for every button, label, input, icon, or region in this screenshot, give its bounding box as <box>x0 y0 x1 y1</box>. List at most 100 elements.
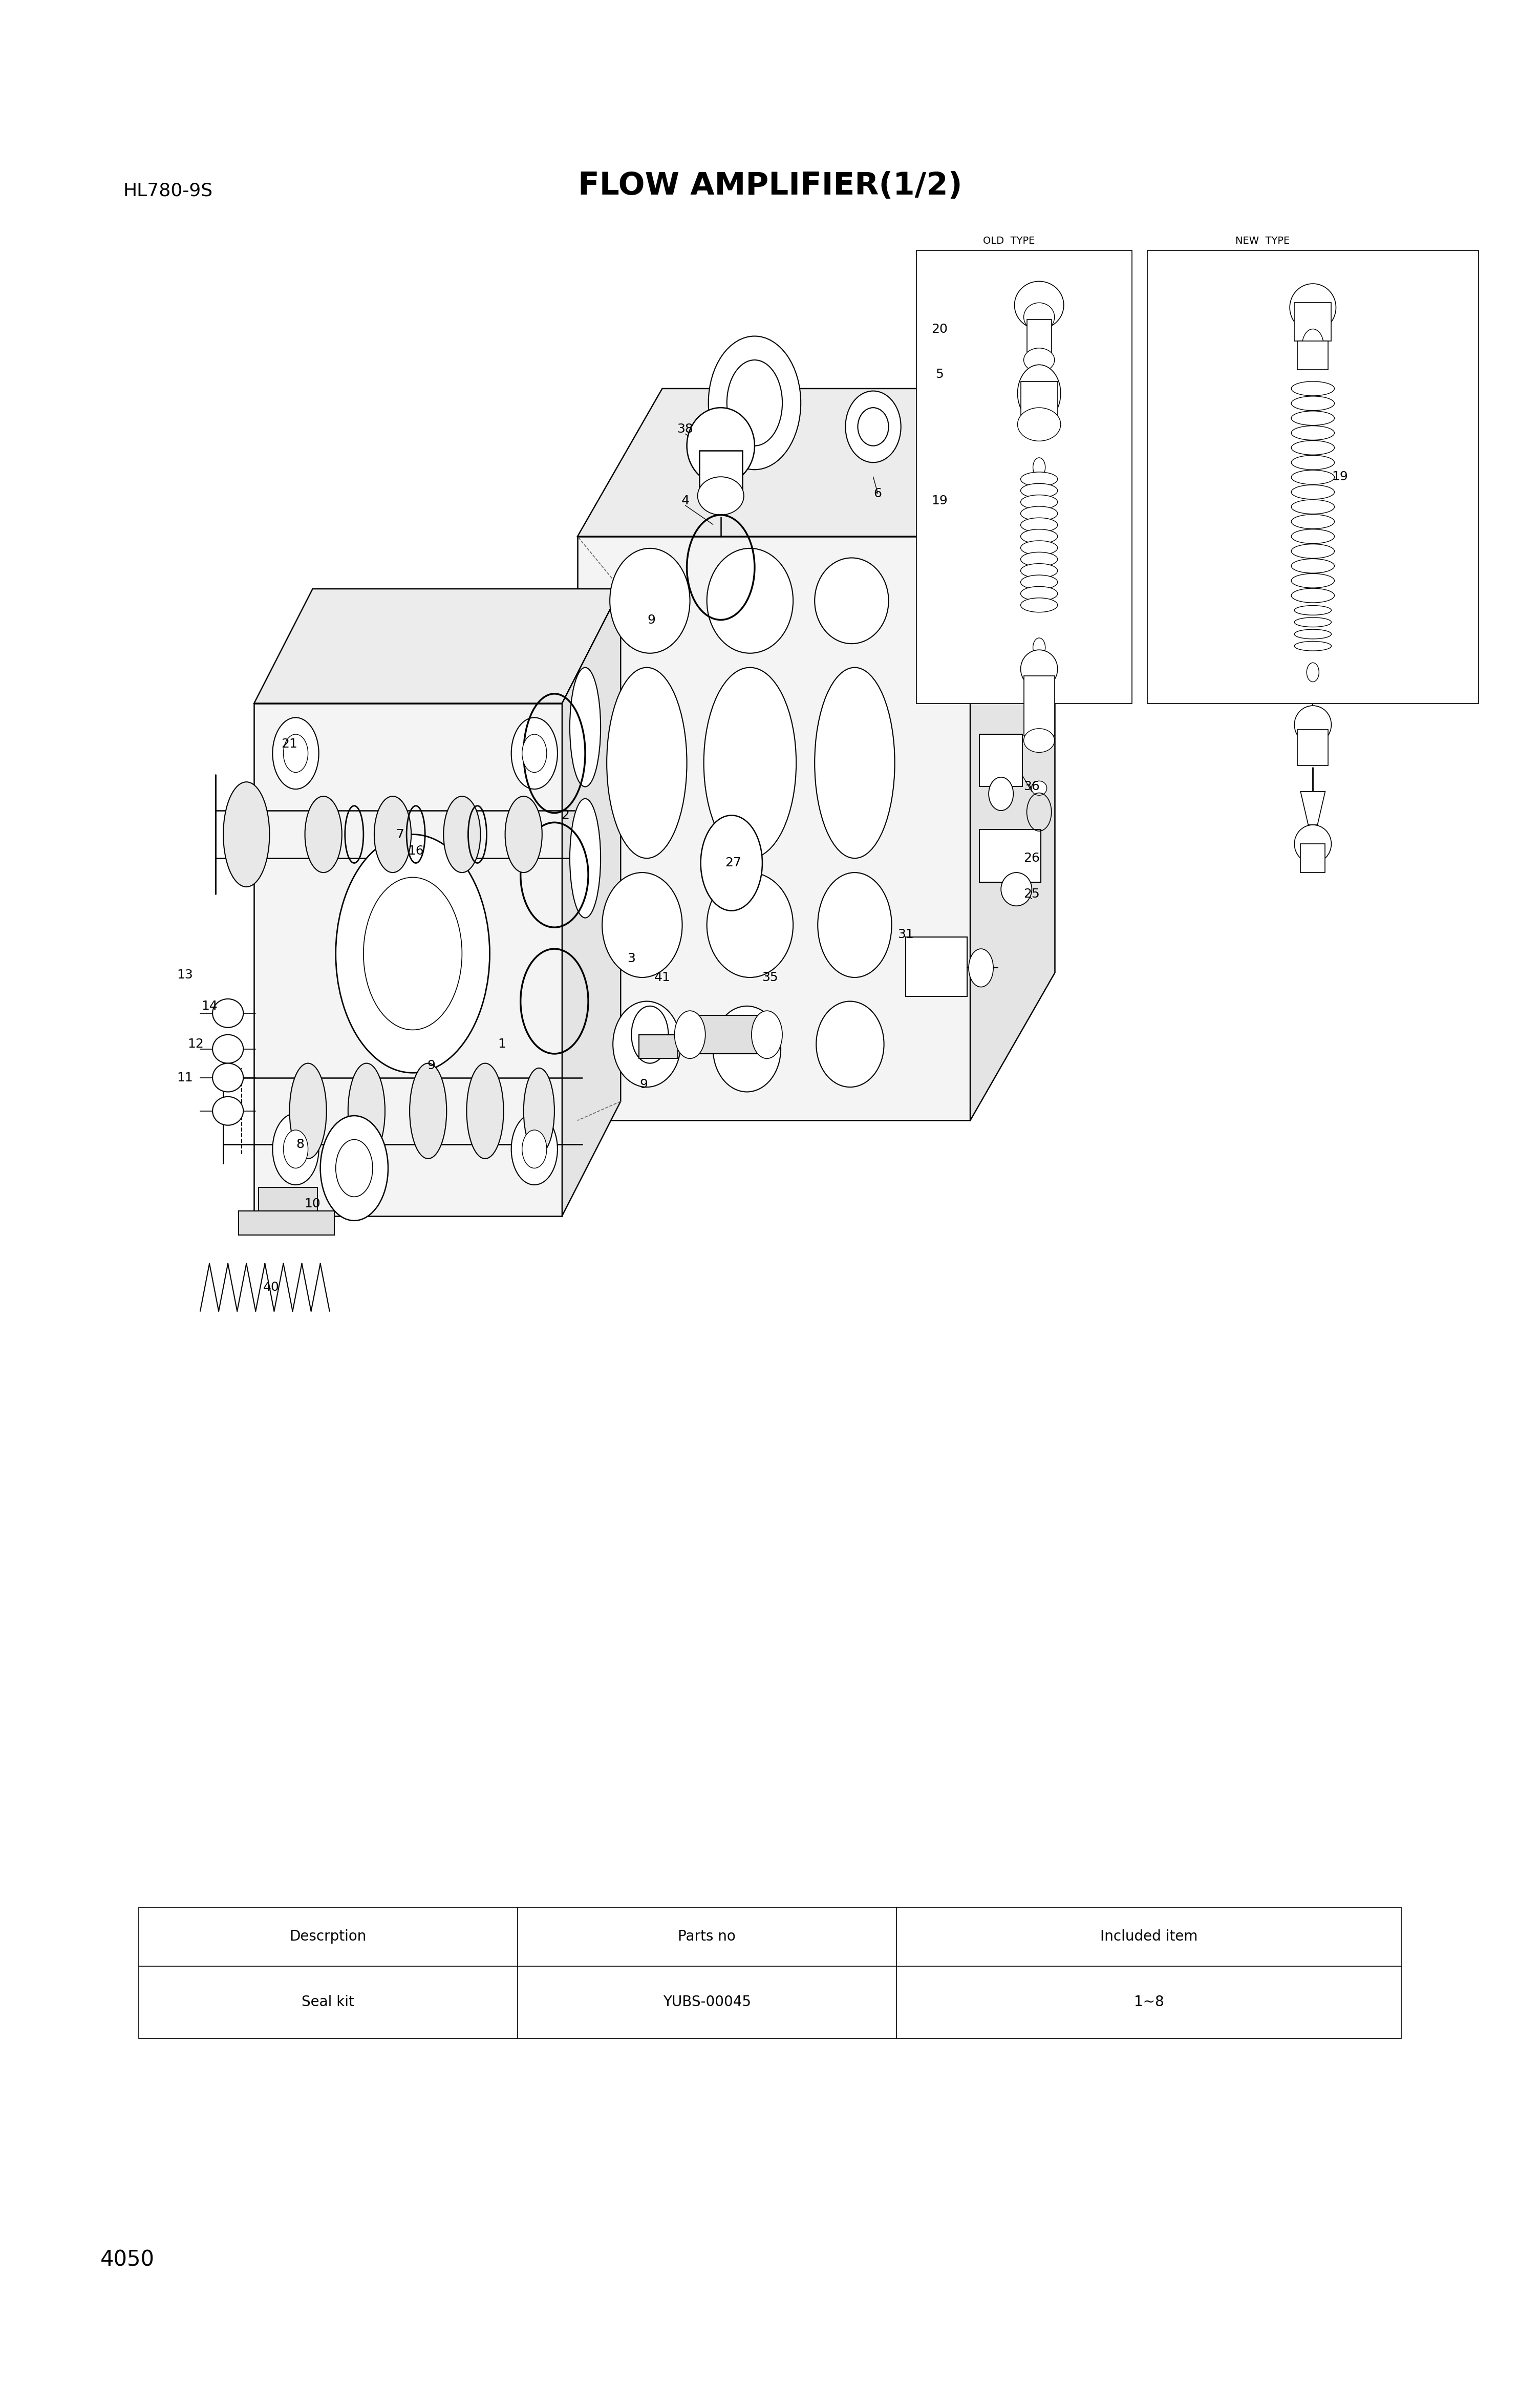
Bar <box>1300 844 1326 873</box>
Text: 16: 16 <box>408 844 424 858</box>
Ellipse shape <box>602 873 682 977</box>
Polygon shape <box>254 589 621 703</box>
Ellipse shape <box>708 336 801 470</box>
Bar <box>254 703 562 1216</box>
Ellipse shape <box>1291 558 1334 572</box>
Ellipse shape <box>522 1130 547 1168</box>
Text: 38: 38 <box>678 422 693 436</box>
Ellipse shape <box>815 558 889 644</box>
Text: 41: 41 <box>654 970 670 985</box>
Ellipse shape <box>818 873 892 977</box>
Text: 27: 27 <box>725 856 741 870</box>
Ellipse shape <box>522 734 547 772</box>
Ellipse shape <box>858 408 889 446</box>
Text: Parts no: Parts no <box>678 1929 736 1943</box>
Ellipse shape <box>1291 529 1334 544</box>
Ellipse shape <box>336 1140 373 1197</box>
Text: 21: 21 <box>282 737 297 751</box>
Ellipse shape <box>1291 575 1334 589</box>
Ellipse shape <box>727 360 782 446</box>
Text: 6: 6 <box>873 486 882 501</box>
Text: Seal kit: Seal kit <box>302 1995 354 2010</box>
Bar <box>979 830 1041 882</box>
Ellipse shape <box>1018 365 1061 422</box>
Ellipse shape <box>511 1113 557 1185</box>
Text: 1~8: 1~8 <box>1133 1995 1164 2010</box>
Text: 12: 12 <box>188 1037 203 1051</box>
Ellipse shape <box>348 1063 385 1159</box>
Ellipse shape <box>444 796 480 873</box>
Bar <box>639 1035 678 1058</box>
Ellipse shape <box>1294 617 1331 627</box>
Ellipse shape <box>713 1006 781 1092</box>
Ellipse shape <box>1033 639 1046 658</box>
Ellipse shape <box>1291 501 1334 515</box>
Ellipse shape <box>1294 706 1331 744</box>
Ellipse shape <box>213 1035 243 1063</box>
Ellipse shape <box>1024 303 1055 331</box>
Text: Included item: Included item <box>1100 1929 1198 1943</box>
Ellipse shape <box>1294 606 1331 615</box>
Bar <box>1297 730 1327 765</box>
Ellipse shape <box>374 796 411 873</box>
Ellipse shape <box>1291 589 1334 603</box>
Bar <box>1297 341 1327 370</box>
Polygon shape <box>1300 791 1324 825</box>
Ellipse shape <box>613 1001 681 1087</box>
Ellipse shape <box>1291 284 1337 331</box>
Ellipse shape <box>1291 455 1334 470</box>
Ellipse shape <box>1291 410 1334 424</box>
Bar <box>699 451 742 493</box>
Ellipse shape <box>1291 470 1334 484</box>
Ellipse shape <box>704 668 796 858</box>
Ellipse shape <box>1021 484 1058 498</box>
Text: 10: 10 <box>305 1197 320 1211</box>
Ellipse shape <box>336 834 490 1073</box>
Ellipse shape <box>511 718 557 789</box>
Text: 9: 9 <box>427 1058 436 1073</box>
Ellipse shape <box>815 668 895 858</box>
Bar <box>259 1187 317 1211</box>
Ellipse shape <box>1291 441 1334 455</box>
Text: HL780-9S: HL780-9S <box>123 181 213 200</box>
Ellipse shape <box>1021 517 1058 532</box>
Ellipse shape <box>1015 281 1064 329</box>
Bar <box>239 1211 334 1235</box>
Ellipse shape <box>1018 408 1061 441</box>
Ellipse shape <box>816 1001 884 1087</box>
Ellipse shape <box>607 668 687 858</box>
Ellipse shape <box>1294 641 1331 651</box>
Ellipse shape <box>701 815 762 911</box>
Ellipse shape <box>1021 472 1058 486</box>
Text: 19: 19 <box>932 493 947 508</box>
Ellipse shape <box>305 796 342 873</box>
Text: 5: 5 <box>935 367 944 381</box>
Polygon shape <box>970 389 1055 1120</box>
Ellipse shape <box>1291 544 1334 558</box>
Ellipse shape <box>1021 575 1058 589</box>
Ellipse shape <box>687 408 755 484</box>
Ellipse shape <box>1021 496 1058 510</box>
Ellipse shape <box>1032 782 1047 796</box>
Bar <box>578 536 970 1120</box>
Text: NEW  TYPE: NEW TYPE <box>1235 236 1291 246</box>
Ellipse shape <box>1033 458 1046 477</box>
Text: 3: 3 <box>627 951 636 966</box>
Ellipse shape <box>363 877 462 1030</box>
Bar <box>1147 250 1478 703</box>
Ellipse shape <box>1021 651 1058 689</box>
Text: 1: 1 <box>497 1037 507 1051</box>
Ellipse shape <box>631 1006 668 1063</box>
Text: 4: 4 <box>681 493 690 508</box>
Text: 19: 19 <box>1332 470 1348 484</box>
Ellipse shape <box>213 1097 243 1125</box>
Ellipse shape <box>273 718 319 789</box>
Ellipse shape <box>213 1063 243 1092</box>
Ellipse shape <box>1291 396 1334 410</box>
Ellipse shape <box>707 873 793 977</box>
Ellipse shape <box>290 1063 326 1159</box>
Ellipse shape <box>273 1113 319 1185</box>
Ellipse shape <box>1291 515 1334 529</box>
Ellipse shape <box>1021 529 1058 544</box>
Ellipse shape <box>1021 563 1058 577</box>
